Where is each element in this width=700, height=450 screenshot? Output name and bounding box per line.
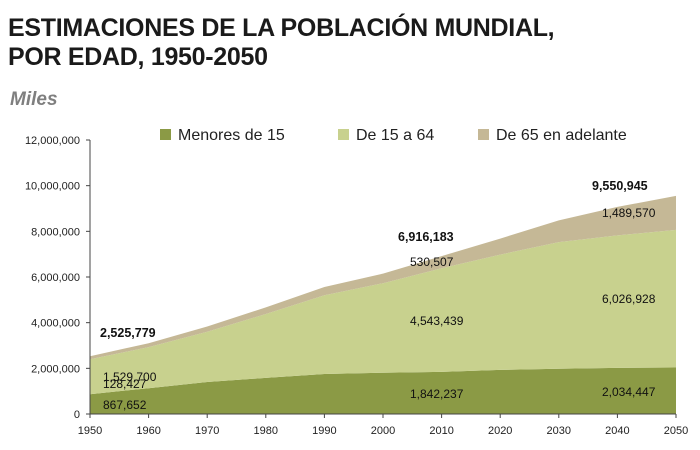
legend-label-1: De 15 a 64 <box>356 127 434 144</box>
title-line-2: POR EDAD, 1950-2050 <box>8 43 268 71</box>
chart-title: ESTIMACIONES DE LA POBLACIÓN MUNDIAL, PO… <box>8 14 555 72</box>
y-tick-label: 10,000,000 <box>25 181 80 193</box>
x-tick-label: 2020 <box>488 425 512 437</box>
data-label-2050-s2: 1,489,570 <box>602 206 656 220</box>
total-label-2010: 6,916,183 <box>398 230 454 244</box>
x-tick-label: 1990 <box>312 425 336 437</box>
data-label-2050-s0: 2,034,447 <box>602 385 656 399</box>
data-label-1950-s1: 1,529,700 <box>103 370 157 384</box>
y-tick-label: 0 <box>74 409 80 421</box>
x-tick-label: 2050 <box>664 425 688 437</box>
x-tick-label: 2010 <box>429 425 453 437</box>
total-label-2050: 9,550,945 <box>592 179 648 193</box>
chart-subtitle: Miles <box>10 89 58 110</box>
data-label-2010-s1: 4,543,439 <box>410 314 464 328</box>
legend-swatch-0 <box>160 129 171 140</box>
legend-swatch-2 <box>478 129 489 140</box>
y-tick-label: 8,000,000 <box>31 226 80 238</box>
data-label-2010-s2: 530,507 <box>410 255 454 269</box>
y-tick-label: 2,000,000 <box>31 363 80 375</box>
y-tick-label: 6,000,000 <box>31 272 80 284</box>
area-series-2 <box>90 195 676 360</box>
x-tick-label: 1950 <box>78 425 102 437</box>
y-tick-label: 12,000,000 <box>25 135 80 147</box>
x-tick-label: 1960 <box>136 425 160 437</box>
x-tick-label: 2040 <box>605 425 629 437</box>
data-label-1950-s0: 867,652 <box>103 398 147 412</box>
legend-swatch-1 <box>338 129 349 140</box>
area-series-1 <box>90 229 676 395</box>
data-label-1950-s2: 128,427 <box>103 377 147 391</box>
title-line-1: ESTIMACIONES DE LA POBLACIÓN MUNDIAL, <box>8 14 555 42</box>
legend-label-0: Menores de 15 <box>178 127 285 144</box>
y-tick-label: 4,000,000 <box>31 318 80 330</box>
legend-label-2: De 65 en adelante <box>496 127 627 144</box>
data-label-2010-s0: 1,842,237 <box>410 387 464 401</box>
area-series-0 <box>90 367 676 414</box>
x-tick-label: 2000 <box>371 425 395 437</box>
x-tick-label: 1970 <box>195 425 219 437</box>
data-label-2050-s1: 6,026,928 <box>602 292 656 306</box>
total-label-1950: 2,525,779 <box>100 326 156 340</box>
x-tick-label: 2030 <box>547 425 571 437</box>
x-tick-label: 1980 <box>254 425 278 437</box>
